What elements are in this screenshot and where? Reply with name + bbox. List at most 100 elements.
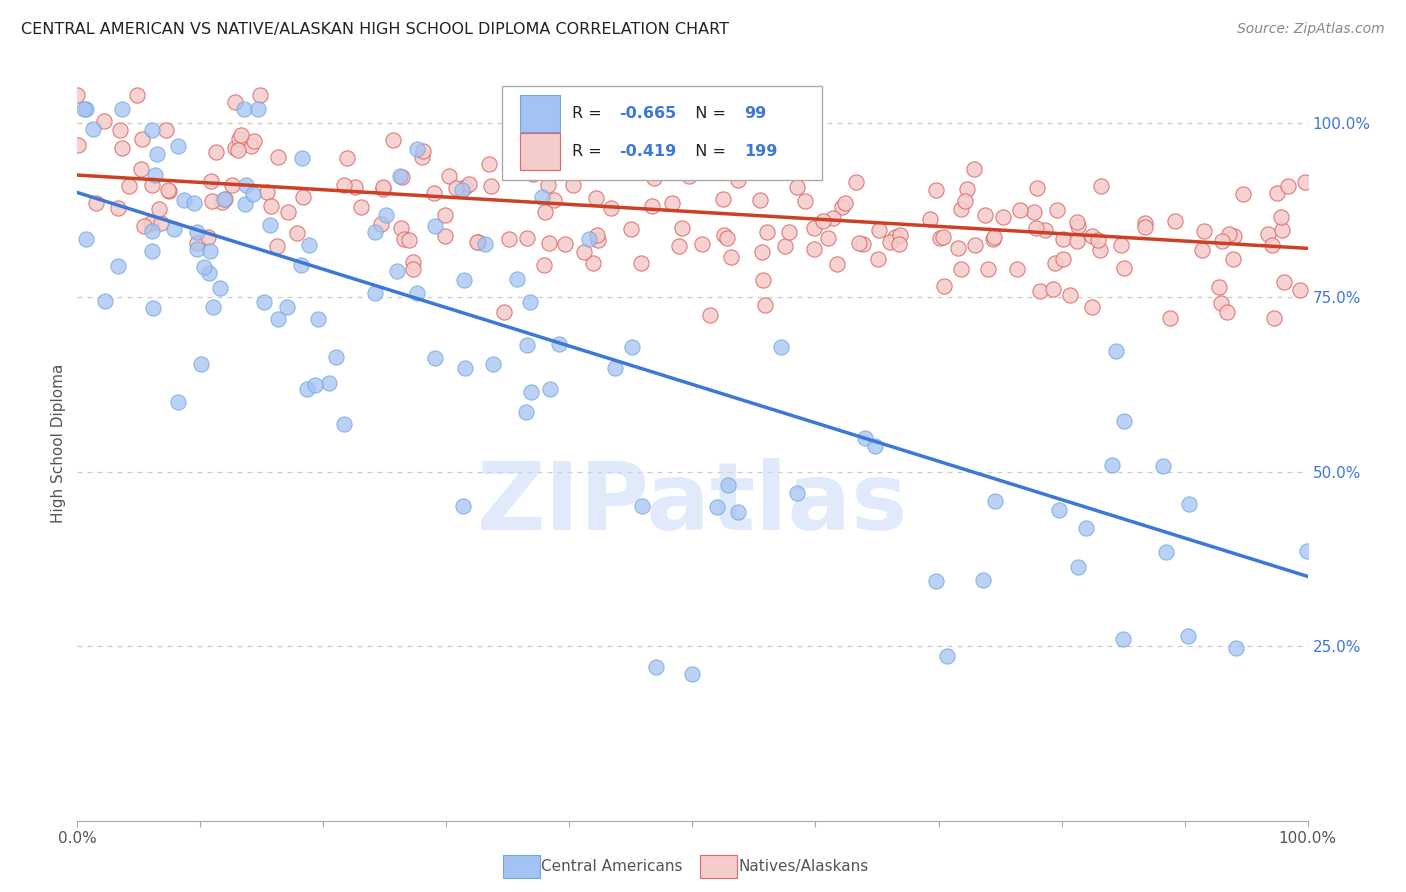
- Point: [186, 225, 208, 239]
- Point: [444, 181, 467, 195]
- Point: [145, 146, 167, 161]
- Point: [827, 257, 849, 271]
- Point: [454, 180, 477, 194]
- Point: [811, 213, 834, 227]
- Point: [267, 312, 290, 326]
- Point: [868, 222, 890, 236]
- Point: [336, 151, 359, 165]
- Point: [519, 295, 541, 310]
- Point: [538, 236, 561, 251]
- Point: [866, 252, 889, 267]
- Point: [482, 357, 505, 371]
- Point: [290, 151, 312, 165]
- Point: [451, 499, 474, 513]
- Point: [260, 199, 283, 213]
- Point: [754, 298, 776, 312]
- Point: [370, 217, 392, 231]
- Point: [205, 145, 228, 159]
- Point: [1111, 238, 1133, 252]
- Point: [453, 273, 475, 287]
- Point: [406, 142, 429, 156]
- Point: [111, 141, 134, 155]
- Point: [889, 228, 911, 243]
- Point: [202, 301, 225, 315]
- Point: [157, 184, 180, 198]
- Point: [1208, 280, 1230, 294]
- Point: [84, 195, 107, 210]
- Point: [1047, 503, 1070, 517]
- Point: [423, 219, 446, 233]
- Point: [586, 228, 609, 243]
- Point: [1232, 186, 1254, 201]
- Point: [1218, 227, 1240, 241]
- Point: [991, 210, 1014, 224]
- Point: [1154, 545, 1177, 559]
- Point: [534, 204, 557, 219]
- Point: [157, 183, 180, 197]
- Point: [678, 169, 700, 184]
- Point: [1042, 282, 1064, 296]
- Point: [1081, 229, 1104, 244]
- Point: [1090, 243, 1112, 257]
- Point: [879, 235, 901, 249]
- Point: [141, 123, 163, 137]
- Text: -0.419: -0.419: [619, 145, 676, 160]
- Point: [166, 138, 188, 153]
- Point: [295, 383, 318, 397]
- Point: [373, 180, 395, 194]
- Point: [1010, 203, 1032, 218]
- Point: [304, 378, 326, 392]
- Point: [1111, 632, 1133, 647]
- Point: [197, 230, 219, 244]
- Point: [1261, 238, 1284, 252]
- Point: [755, 226, 778, 240]
- Point: [1294, 175, 1316, 189]
- Point: [93, 114, 115, 128]
- Point: [229, 128, 252, 142]
- Point: [956, 182, 979, 196]
- Point: [935, 648, 957, 663]
- Text: -0.665: -0.665: [619, 106, 676, 121]
- Point: [786, 486, 808, 500]
- Point: [803, 242, 825, 256]
- Point: [211, 195, 233, 210]
- Point: [200, 174, 222, 188]
- Point: [1263, 311, 1285, 326]
- Point: [1164, 214, 1187, 228]
- Text: 199: 199: [744, 145, 778, 160]
- Point: [641, 199, 664, 213]
- Point: [224, 95, 246, 109]
- Point: [1112, 260, 1135, 275]
- Point: [1133, 216, 1156, 230]
- Point: [458, 177, 481, 191]
- Point: [259, 218, 281, 232]
- Point: [537, 178, 560, 192]
- Point: [1052, 252, 1074, 267]
- Point: [454, 361, 477, 376]
- Point: [918, 211, 941, 226]
- Point: [699, 308, 721, 322]
- Text: R =: R =: [572, 145, 607, 160]
- Point: [373, 182, 395, 196]
- Point: [332, 178, 354, 192]
- Point: [852, 236, 875, 251]
- Point: [183, 196, 205, 211]
- Point: [1025, 181, 1047, 195]
- Point: [239, 138, 262, 153]
- Point: [644, 660, 666, 674]
- Point: [972, 573, 994, 587]
- Point: [522, 167, 544, 181]
- Point: [1133, 220, 1156, 235]
- Point: [713, 228, 735, 243]
- Point: [1295, 543, 1317, 558]
- Point: [66, 137, 89, 152]
- Point: [387, 264, 409, 278]
- Point: [163, 221, 186, 235]
- Point: [107, 259, 129, 273]
- Point: [543, 194, 565, 208]
- Point: [1046, 203, 1069, 218]
- Point: [381, 133, 404, 147]
- Point: [167, 394, 190, 409]
- Point: [479, 178, 502, 193]
- Point: [451, 183, 474, 197]
